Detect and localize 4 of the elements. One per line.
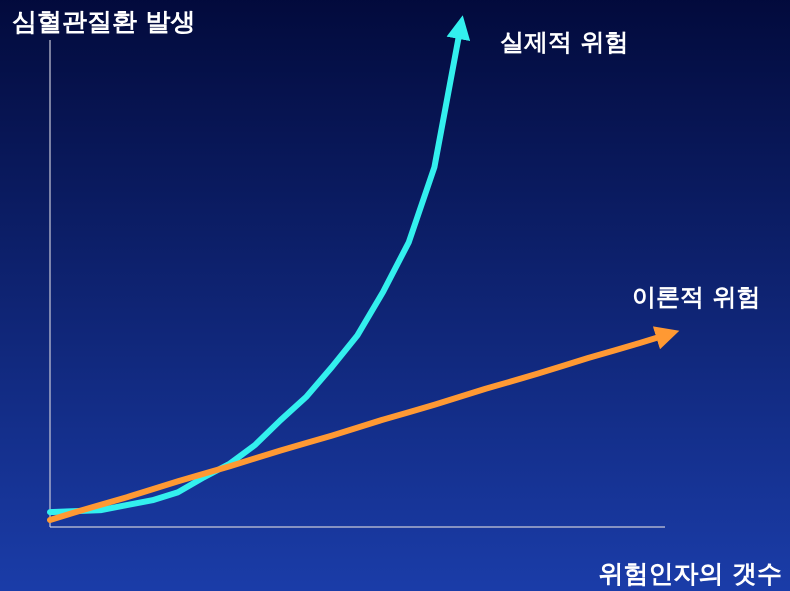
series-label: 이론적 위험 [632,283,760,312]
series-label: 실제적 위험 [500,28,628,56]
x-axis-title: 위험인자의 갯수 [598,559,782,588]
y-axis-title: 심혈관질환 발생 [12,7,196,36]
